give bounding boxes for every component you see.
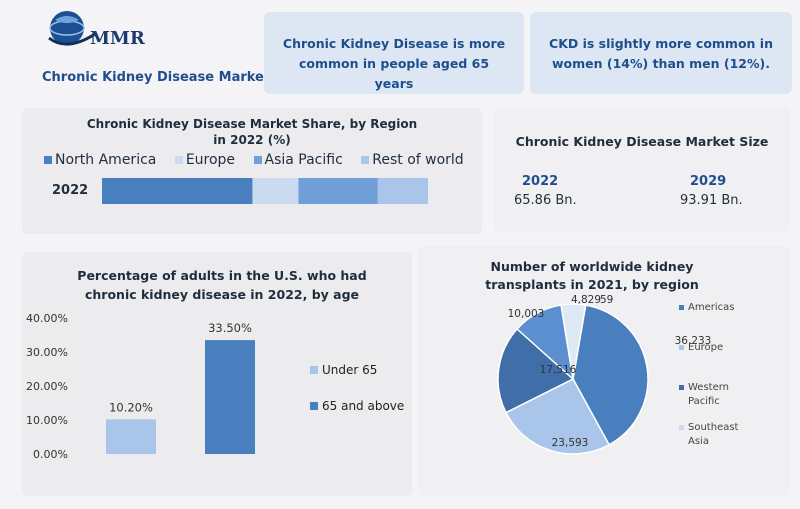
pie-data-label: 10,003: [508, 308, 545, 320]
fact-card-gender: CKD is slightly more common in women (14…: [530, 12, 792, 94]
y-tick-label: 40.00%: [26, 312, 68, 325]
share-bar-north-america: [102, 178, 253, 204]
pie-extra-label: 59: [600, 294, 613, 306]
market-size-year-2022: 2022: [522, 174, 559, 189]
pie-legend-label: Pacific: [688, 396, 720, 407]
y-tick-label: 20.00%: [26, 380, 68, 393]
fact-card-age: Chronic Kidney Disease is more common in…: [264, 12, 524, 94]
market-size-value-2029: 93.91 Bn.: [680, 193, 743, 208]
legend-north-america: North America: [44, 152, 156, 168]
share-bar-asia-pacific: [298, 178, 378, 204]
pie-legend-label: Europe: [688, 342, 723, 353]
pie-legend-label: Americas: [688, 302, 734, 313]
pie-data-label: 36,233: [675, 335, 712, 347]
pie-legend-swatch: [679, 345, 684, 350]
pie-legend-swatch: [679, 425, 684, 430]
page-title: Chronic Kidney Disease Market: [42, 70, 271, 85]
market-share-title: Chronic Kidney Disease Market Share, by …: [86, 117, 418, 147]
legend-asia-pacific: Asia Pacific: [253, 152, 343, 168]
pie-legend-label: Southeast: [688, 422, 739, 433]
fact-text-gender: CKD is slightly more common in women (14…: [549, 36, 773, 71]
pie-data-label: 17,516: [540, 364, 577, 376]
transplant-chart-title: Number of worldwide kidney transplants i…: [485, 259, 699, 292]
market-size-title: Chronic Kidney Disease Market Size: [515, 134, 769, 149]
market-size-year-2029: 2029: [690, 174, 727, 189]
age-legend-swatch: [310, 366, 318, 374]
y-tick-label: 0.00%: [33, 448, 68, 461]
age-bar-data-label: 10.20%: [109, 400, 153, 414]
y-tick-label: 10.00%: [26, 414, 68, 427]
age-bar-under-65: [106, 419, 156, 454]
pie-data-label: 4,829: [571, 294, 601, 306]
age-legend-label: Under 65: [322, 363, 377, 377]
market-share-bars: [102, 178, 428, 204]
pie-legend-label: Asia: [688, 436, 709, 447]
age-chart-title: Percentage of adults in the U.S. who had…: [77, 268, 367, 302]
market-size-value-2022: 65.86 Bn.: [514, 193, 577, 208]
y-tick-label: 30.00%: [26, 346, 68, 359]
globe-icon: [48, 11, 96, 46]
pie-legend-swatch: [679, 385, 684, 390]
pie-slice-europe: [504, 378, 611, 455]
market-size-card: Chronic Kidney Disease Market Size 2022 …: [494, 108, 790, 232]
age-chart-card: Percentage of adults in the U.S. who had…: [22, 252, 412, 496]
pie-slice-americas: [572, 304, 649, 446]
market-share-category: 2022: [52, 183, 89, 198]
share-bar-europe: [252, 178, 299, 204]
pie-slice-western-pacific: [497, 327, 575, 414]
pie-slice-other: [560, 303, 587, 380]
age-bar-65-and-above: [205, 340, 255, 454]
pie-legend-swatch: [679, 305, 684, 310]
age-legend-swatch: [310, 402, 318, 410]
legend-europe: Europe: [174, 152, 235, 168]
age-legend-label: 65 and above: [322, 399, 404, 413]
age-bar-chart: 0.00% 10.00% 20.00% 30.00% 40.00% 10.20% 33.50…: [26, 312, 404, 461]
logo: [45, 8, 105, 50]
share-bar-rest-of-world: [377, 178, 428, 204]
logo-text: MMR: [90, 28, 145, 49]
market-share-legend: North America Europe Asia Pacific Rest o…: [44, 152, 464, 168]
market-share-card: Chronic Kidney Disease Market Share, by …: [22, 108, 482, 234]
legend-rest-of-world: Rest of world: [361, 152, 464, 168]
pie-data-label: 23,593: [552, 437, 589, 449]
transplant-chart-card: Number of worldwide kidney transplants i…: [418, 246, 790, 496]
pie-legend-label: Western: [688, 382, 729, 393]
age-bar-data-label: 33.50%: [208, 321, 252, 335]
fact-text-age: Chronic Kidney Disease is more common in…: [282, 36, 506, 91]
